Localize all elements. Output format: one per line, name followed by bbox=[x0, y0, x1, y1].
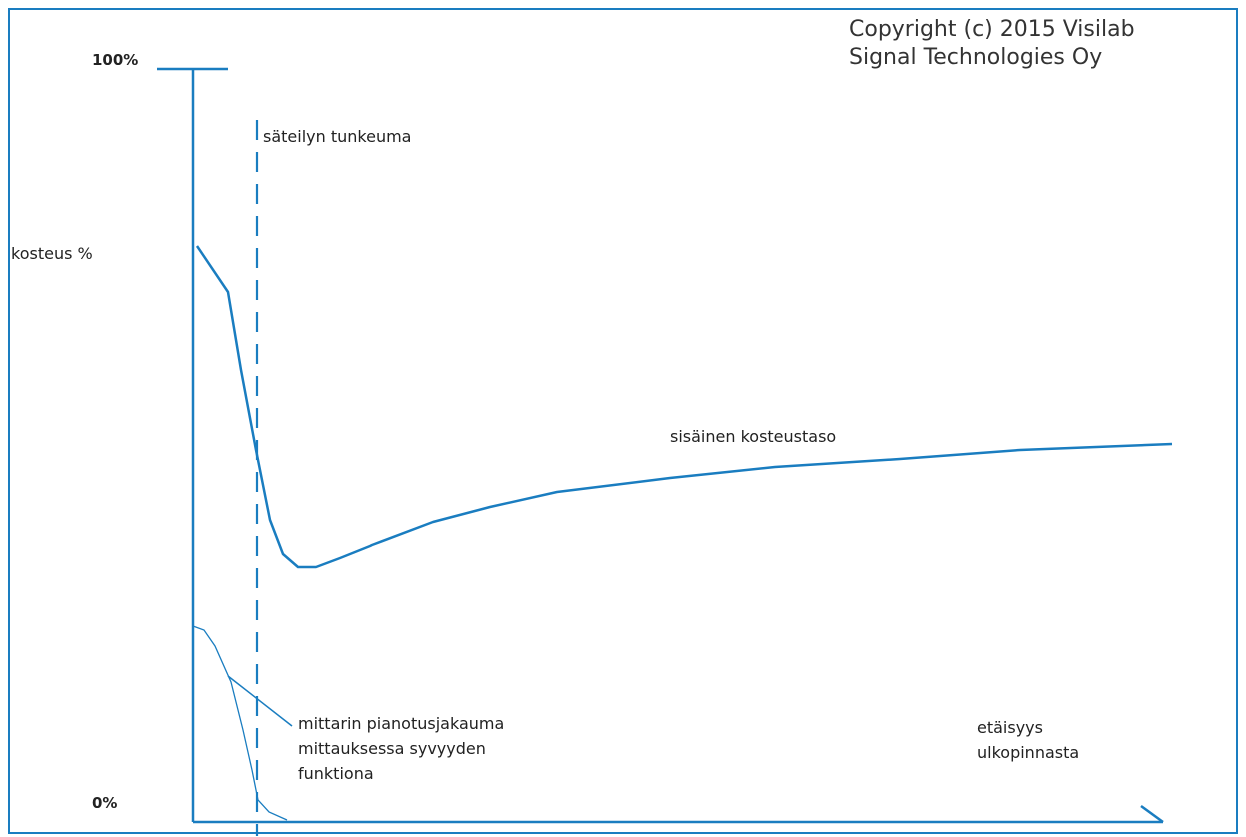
moisture-curve bbox=[195, 245, 1173, 569]
y-top-label: 100% bbox=[92, 51, 139, 69]
moisture-curve-label: sisäinen kosteustaso bbox=[670, 427, 837, 446]
y-bottom-label: 0% bbox=[92, 794, 118, 812]
weighting-label-line-1: mittarin pianotusjakauma bbox=[298, 714, 505, 733]
copyright-line-1: Copyright (c) 2015 Visilab bbox=[849, 17, 1135, 42]
weighting-curve bbox=[192, 625, 288, 821]
weighting-leader-line bbox=[227, 675, 293, 727]
x-axis-label-line-1: etäisyys bbox=[977, 718, 1043, 737]
weighting-label-line-2: mittauksessa syvyyden bbox=[298, 739, 486, 758]
outer-frame bbox=[8, 8, 1238, 834]
y-axis-label: kosteus % bbox=[11, 244, 93, 263]
weighting-label-line-3: funktiona bbox=[298, 764, 374, 783]
x-axis-label-line-2: ulkopinnasta bbox=[977, 743, 1080, 762]
x-axis-arrow-tip bbox=[1140, 804, 1164, 824]
penetration-label: säteilyn tunkeuma bbox=[263, 127, 412, 146]
copyright-line-2: Signal Technologies Oy bbox=[849, 45, 1103, 70]
